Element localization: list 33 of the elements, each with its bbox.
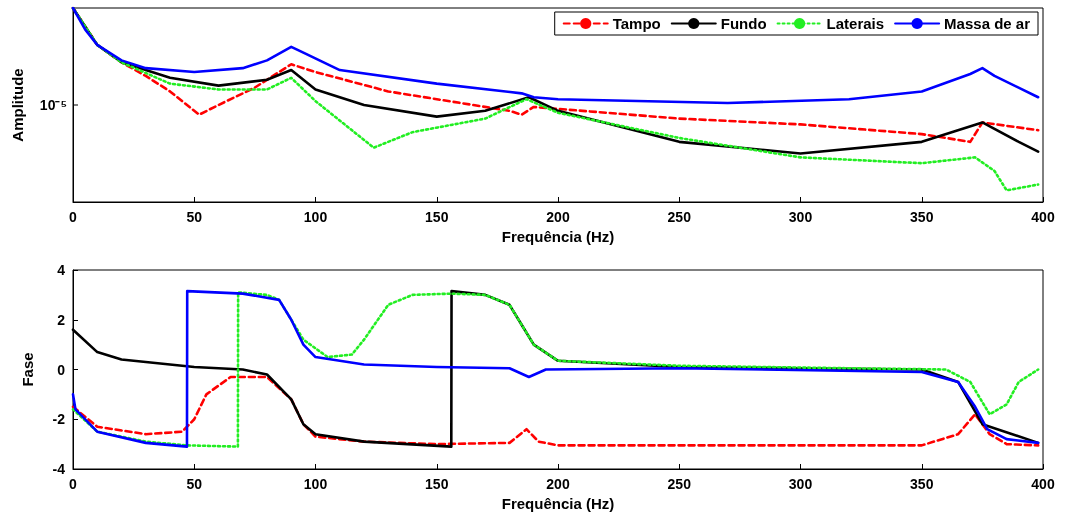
y-tick-label: 2 [57, 311, 66, 328]
x-tick-label: 50 [186, 476, 203, 492]
legend-label: Massa de ar [944, 15, 1031, 32]
y-tick-label: 4 [57, 262, 66, 278]
x-axis-title: Frequência (Hz) [501, 494, 615, 512]
legend-label: Laterais [826, 15, 885, 32]
x-tick-label: 50 [186, 209, 203, 225]
x-tick-label: 400 [1031, 476, 1055, 492]
x-tick-label: 400 [1031, 209, 1055, 225]
x-tick-label: 100 [303, 476, 328, 492]
x-tick-label: 100 [303, 209, 328, 225]
y-axis-title: Fase [19, 352, 36, 387]
text: 10⁻⁵ [39, 97, 67, 113]
x-tick-label: 250 [667, 209, 692, 225]
x-tick-label: 0 [69, 476, 78, 492]
x-tick-label: 350 [910, 476, 934, 492]
line-series [71, 375, 1040, 447]
x-tick-label: 300 [788, 209, 813, 225]
x-tick-label: 250 [667, 476, 692, 492]
x-tick-label: 300 [788, 476, 813, 492]
x-tick-label: 0 [69, 209, 78, 225]
x-tick-label: 200 [546, 209, 570, 225]
y-axis-title: Amplitude [9, 68, 26, 142]
legend-label: Fundo [720, 15, 767, 32]
y-tick-label: -2 [52, 411, 66, 428]
x-tick-label: 150 [425, 209, 449, 225]
x-tick-label: 350 [910, 209, 934, 225]
x-tick-label: 150 [425, 476, 449, 492]
x-tick-label: 200 [546, 476, 570, 492]
legend-label: Tampo [612, 15, 661, 32]
y-tick-label: 0 [57, 361, 66, 378]
x-axis-title: Frequência (Hz) [501, 227, 615, 245]
y-tick-label: -4 [52, 461, 66, 477]
